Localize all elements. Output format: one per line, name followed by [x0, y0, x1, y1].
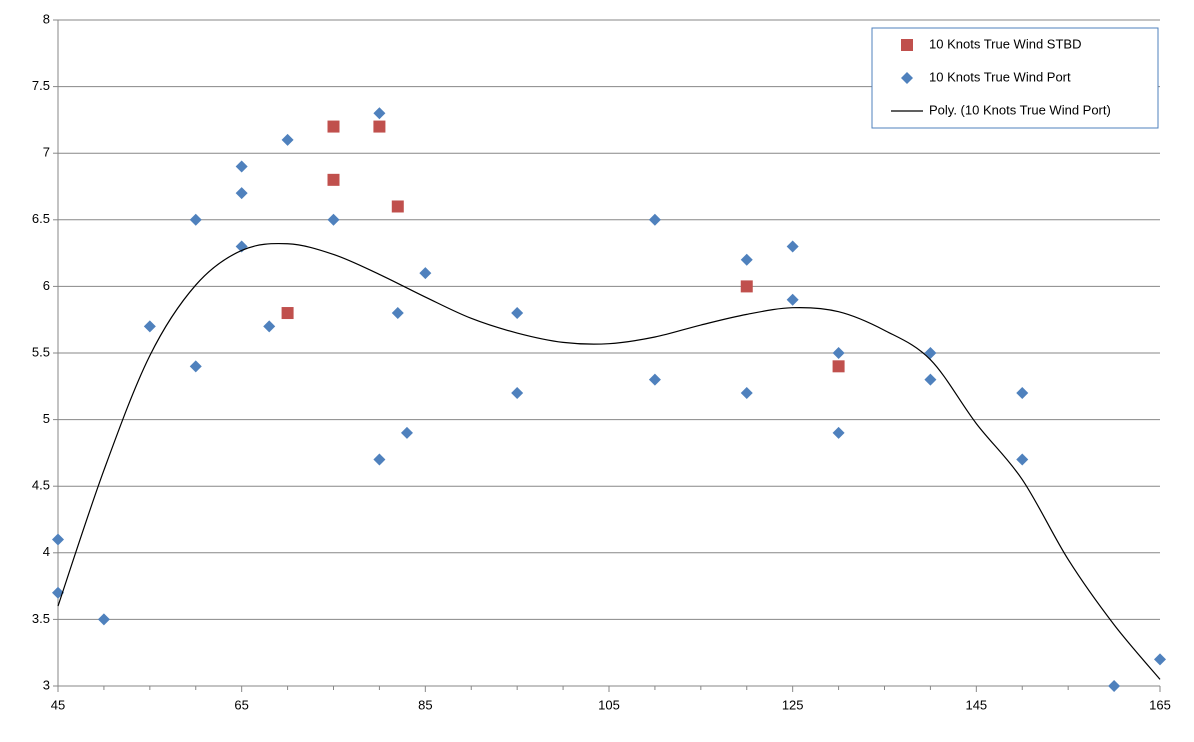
trend-line	[57, 242, 1161, 680]
x-tick-label: 145	[965, 697, 987, 712]
point	[373, 107, 386, 120]
legend-label: Poly. (10 Knots True Wind Port)	[929, 102, 1111, 117]
point	[511, 386, 524, 399]
point	[327, 213, 340, 226]
point	[786, 240, 799, 253]
point	[832, 426, 845, 439]
point	[235, 160, 248, 173]
point	[400, 426, 413, 439]
point	[327, 173, 340, 186]
y-tick-label: 5	[43, 411, 50, 426]
point	[391, 200, 404, 213]
point	[281, 307, 294, 320]
y-tick-label: 8	[43, 11, 50, 26]
point	[924, 347, 937, 359]
point	[740, 280, 753, 293]
y-tick-label: 4.5	[32, 478, 50, 493]
point	[786, 293, 799, 306]
y-tick-label: 7.5	[32, 78, 50, 93]
point	[1108, 680, 1121, 692]
y-tick-label: 6.5	[32, 211, 50, 226]
point	[648, 213, 661, 226]
x-tick-label: 85	[418, 697, 432, 712]
y-tick-label: 7	[43, 145, 50, 160]
point	[281, 133, 294, 146]
point	[832, 347, 845, 359]
point	[263, 320, 276, 333]
point	[391, 307, 404, 320]
point	[1016, 453, 1029, 466]
point	[143, 320, 156, 333]
x-tick-label: 65	[234, 697, 248, 712]
y-tick-label: 3.5	[32, 611, 50, 626]
legend-label: 10 Knots True Wind STBD	[929, 36, 1081, 51]
point	[1016, 386, 1029, 399]
point	[419, 267, 432, 280]
x-tick-label: 105	[598, 697, 620, 712]
x-tick-label: 165	[1149, 697, 1171, 712]
point	[189, 213, 202, 226]
point	[97, 613, 110, 626]
point	[373, 453, 386, 466]
legend: 10 Knots True Wind STBD 10 Knots True Win…	[871, 27, 1159, 129]
point	[924, 373, 937, 386]
x-tick-label: 125	[782, 697, 804, 712]
point	[327, 120, 340, 133]
point	[832, 360, 845, 373]
point	[189, 360, 202, 373]
point	[52, 533, 64, 546]
point	[235, 187, 248, 200]
point	[1154, 653, 1166, 666]
point	[740, 253, 753, 266]
y-tick-label: 6	[43, 278, 50, 293]
point	[740, 386, 753, 399]
legend-marker	[901, 39, 913, 51]
legend-label: 10 Knots True Wind Port	[929, 69, 1071, 84]
legend-marker	[901, 72, 913, 84]
y-tick-label: 3	[43, 677, 50, 692]
point	[373, 120, 386, 133]
point	[511, 307, 524, 320]
y-tick-label: 5.5	[32, 344, 50, 359]
point	[648, 373, 661, 386]
x-tick-label: 45	[51, 697, 65, 712]
y-tick-label: 4	[43, 544, 50, 559]
